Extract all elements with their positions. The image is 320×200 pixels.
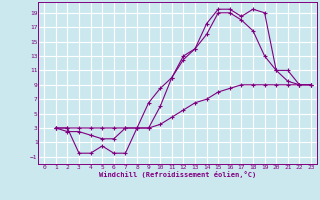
X-axis label: Windchill (Refroidissement éolien,°C): Windchill (Refroidissement éolien,°C) [99,171,256,178]
